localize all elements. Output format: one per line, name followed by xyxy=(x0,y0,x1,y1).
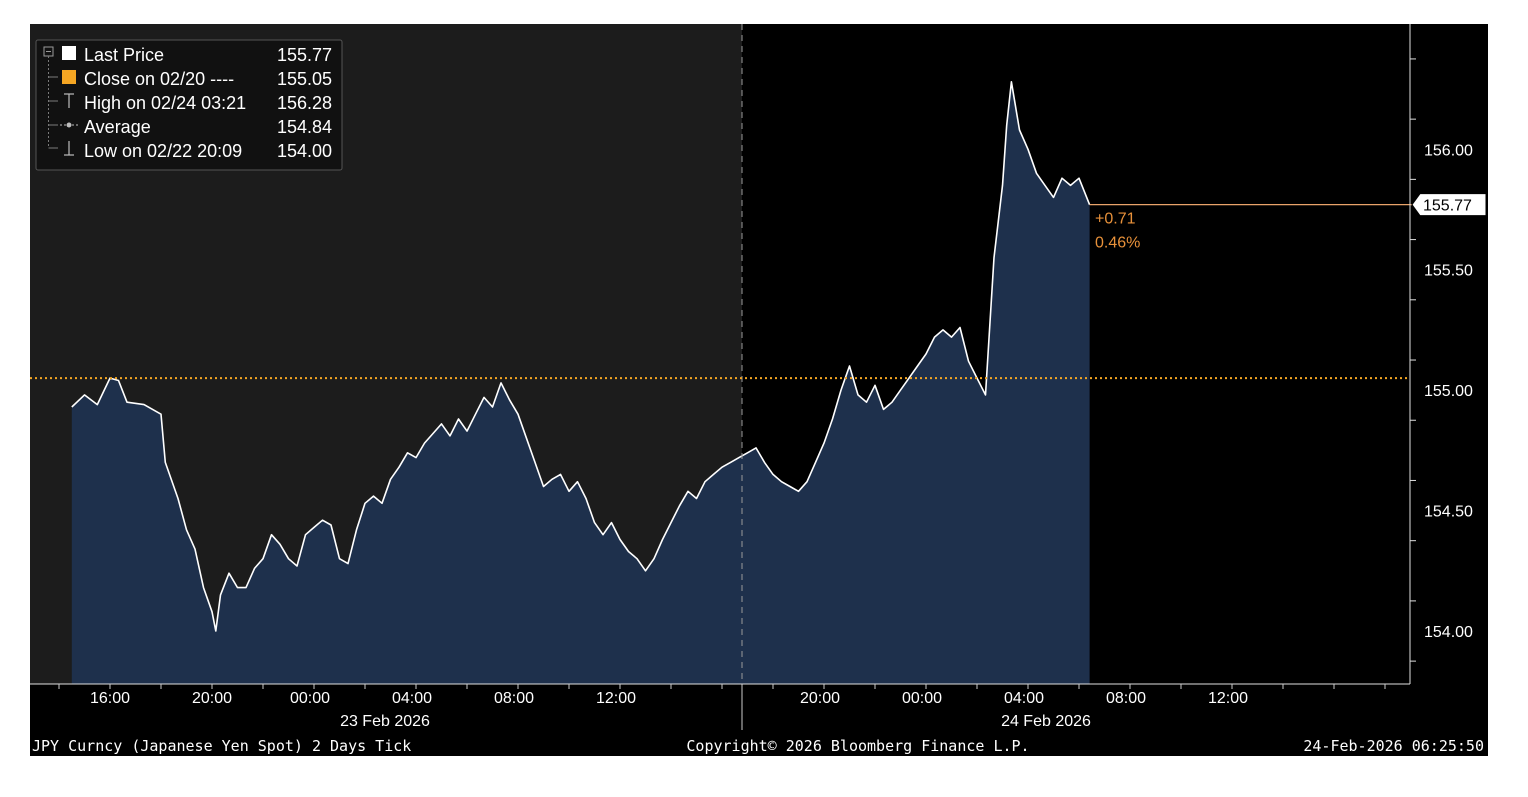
legend-label-high: High on 02/24 03:21 xyxy=(84,93,246,113)
legend-label-last-price: Last Price xyxy=(84,45,164,65)
x-tick-label: 20:00 xyxy=(192,690,232,707)
price-area-fill xyxy=(71,81,1090,685)
footer-timestamp: 24-Feb-2026 06:25:50 xyxy=(1303,737,1484,755)
x-tick-label: 12:00 xyxy=(596,690,636,707)
last-price-tag-label: 155.77 xyxy=(1423,198,1472,215)
legend-value-close: 155.05 xyxy=(277,69,332,89)
y-tick-label: 155.50 xyxy=(1424,263,1473,280)
high-marker-icon xyxy=(64,93,74,108)
y-tick-label: 154.00 xyxy=(1424,624,1473,641)
price-line xyxy=(71,81,1091,632)
legend-label-close: Close on 02/20 ---- xyxy=(84,69,234,89)
y-axis-ticks: 154.00 154.50 155.00 155.50 156.00 xyxy=(1410,58,1473,662)
x-axis-panel xyxy=(30,684,1488,756)
last-price-tag: 155.77 xyxy=(1411,193,1487,217)
footer-copyright: Copyright© 2026 Bloomberg Finance L.P. xyxy=(686,737,1029,755)
legend-label-low: Low on 02/22 20:09 xyxy=(84,141,242,161)
white-square-icon xyxy=(62,46,76,60)
y-tick-label: 155.00 xyxy=(1424,383,1473,400)
legend-box xyxy=(35,39,343,171)
orange-square-icon xyxy=(62,70,76,84)
x-axis-ticks: 16:00 20:00 00:00 04:00 08:00 12:00 20:00 00:00… xyxy=(58,684,1386,730)
x-tick-label: 00:00 xyxy=(902,690,942,707)
legend-value-high: 156.28 xyxy=(277,93,332,113)
change-absolute: +0.71 xyxy=(1095,211,1136,228)
x-tick-label: 20:00 xyxy=(800,690,840,707)
average-marker-icon xyxy=(60,122,78,128)
legend-label-average: Average xyxy=(84,117,151,137)
y-tick-label: 154.50 xyxy=(1424,504,1473,521)
x-tick-label: 04:00 xyxy=(392,690,432,707)
x-tick-label: 08:00 xyxy=(1106,690,1146,707)
legend-value-last-price: 155.77 xyxy=(277,45,332,65)
legend-value-average: 154.84 xyxy=(277,117,332,137)
footer-security-description: JPY Curncy (Japanese Yen Spot) 2 Days Ti… xyxy=(32,737,411,755)
legend-value-low: 154.00 xyxy=(277,141,332,161)
low-marker-icon xyxy=(64,141,74,156)
x-date-label: 24 Feb 2026 xyxy=(1001,713,1091,730)
x-tick-label: 16:00 xyxy=(90,690,130,707)
x-tick-label: 08:00 xyxy=(494,690,534,707)
y-tick-label: 156.00 xyxy=(1424,142,1473,159)
x-date-label: 23 Feb 2026 xyxy=(340,713,430,730)
x-tick-label: 12:00 xyxy=(1208,690,1248,707)
y-axis-panel xyxy=(1410,24,1488,684)
legend: Last Price 155.77 Close on 02/20 ---- 15… xyxy=(35,39,343,171)
x-tick-label: 04:00 xyxy=(1004,690,1044,707)
x-tick-label: 00:00 xyxy=(290,690,330,707)
change-percent: 0.46% xyxy=(1095,235,1140,252)
